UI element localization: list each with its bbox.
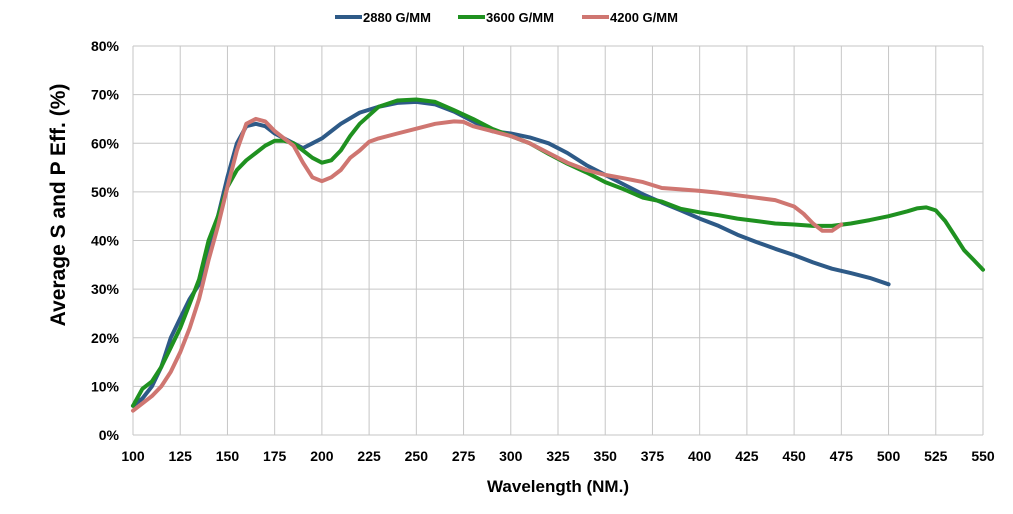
x-tick-label: 275	[452, 448, 476, 464]
gridlines	[132, 45, 984, 436]
x-tick-label: 400	[688, 448, 712, 464]
x-tick-label: 500	[877, 448, 901, 464]
x-tick-label: 375	[641, 448, 665, 464]
legend-label: 4200 G/MM	[610, 10, 678, 25]
x-tick-label: 225	[357, 448, 381, 464]
x-tick-label: 250	[405, 448, 429, 464]
series-line-2880	[131, 99, 891, 408]
plot-area	[131, 97, 985, 413]
y-tick-label: 20%	[91, 330, 120, 346]
x-tick-label: 125	[169, 448, 193, 464]
x-tick-label: 300	[499, 448, 523, 464]
x-axis-title: Wavelength (NM.)	[487, 477, 629, 496]
y-tick-label: 0%	[99, 427, 120, 443]
x-tick-label: 150	[216, 448, 240, 464]
x-tick-label: 550	[971, 448, 995, 464]
y-tick-label: 70%	[91, 87, 120, 103]
y-axis-tick-labels: 0% 10% 20% 30% 40% 50% 60% 70% 80%	[91, 38, 120, 443]
y-tick-label: 40%	[91, 233, 120, 249]
x-tick-label: 200	[310, 448, 334, 464]
x-tick-label: 525	[924, 448, 948, 464]
x-tick-label: 325	[546, 448, 570, 464]
series-line-4200	[131, 116, 844, 413]
x-tick-label: 450	[782, 448, 806, 464]
y-tick-label: 30%	[91, 281, 120, 297]
y-tick-label: 80%	[91, 38, 120, 54]
x-axis-tick-labels: 100 125 150 175 200 225 250 275 300 325 350 375 400 4…	[121, 448, 995, 464]
x-tick-label: 475	[830, 448, 854, 464]
y-tick-label: 60%	[91, 135, 120, 151]
x-tick-label: 425	[735, 448, 759, 464]
x-tick-label: 350	[594, 448, 618, 464]
legend: 2880 G/MM 3600 G/MM 4200 G/MM	[335, 10, 678, 25]
legend-label: 2880 G/MM	[363, 10, 431, 25]
x-tick-label: 100	[121, 448, 145, 464]
y-tick-label: 10%	[91, 378, 120, 394]
legend-label: 3600 G/MM	[486, 10, 554, 25]
y-tick-label: 50%	[91, 184, 120, 200]
x-tick-label: 175	[263, 448, 287, 464]
y-axis-title: Average S and P Eff. (%)	[47, 84, 70, 327]
